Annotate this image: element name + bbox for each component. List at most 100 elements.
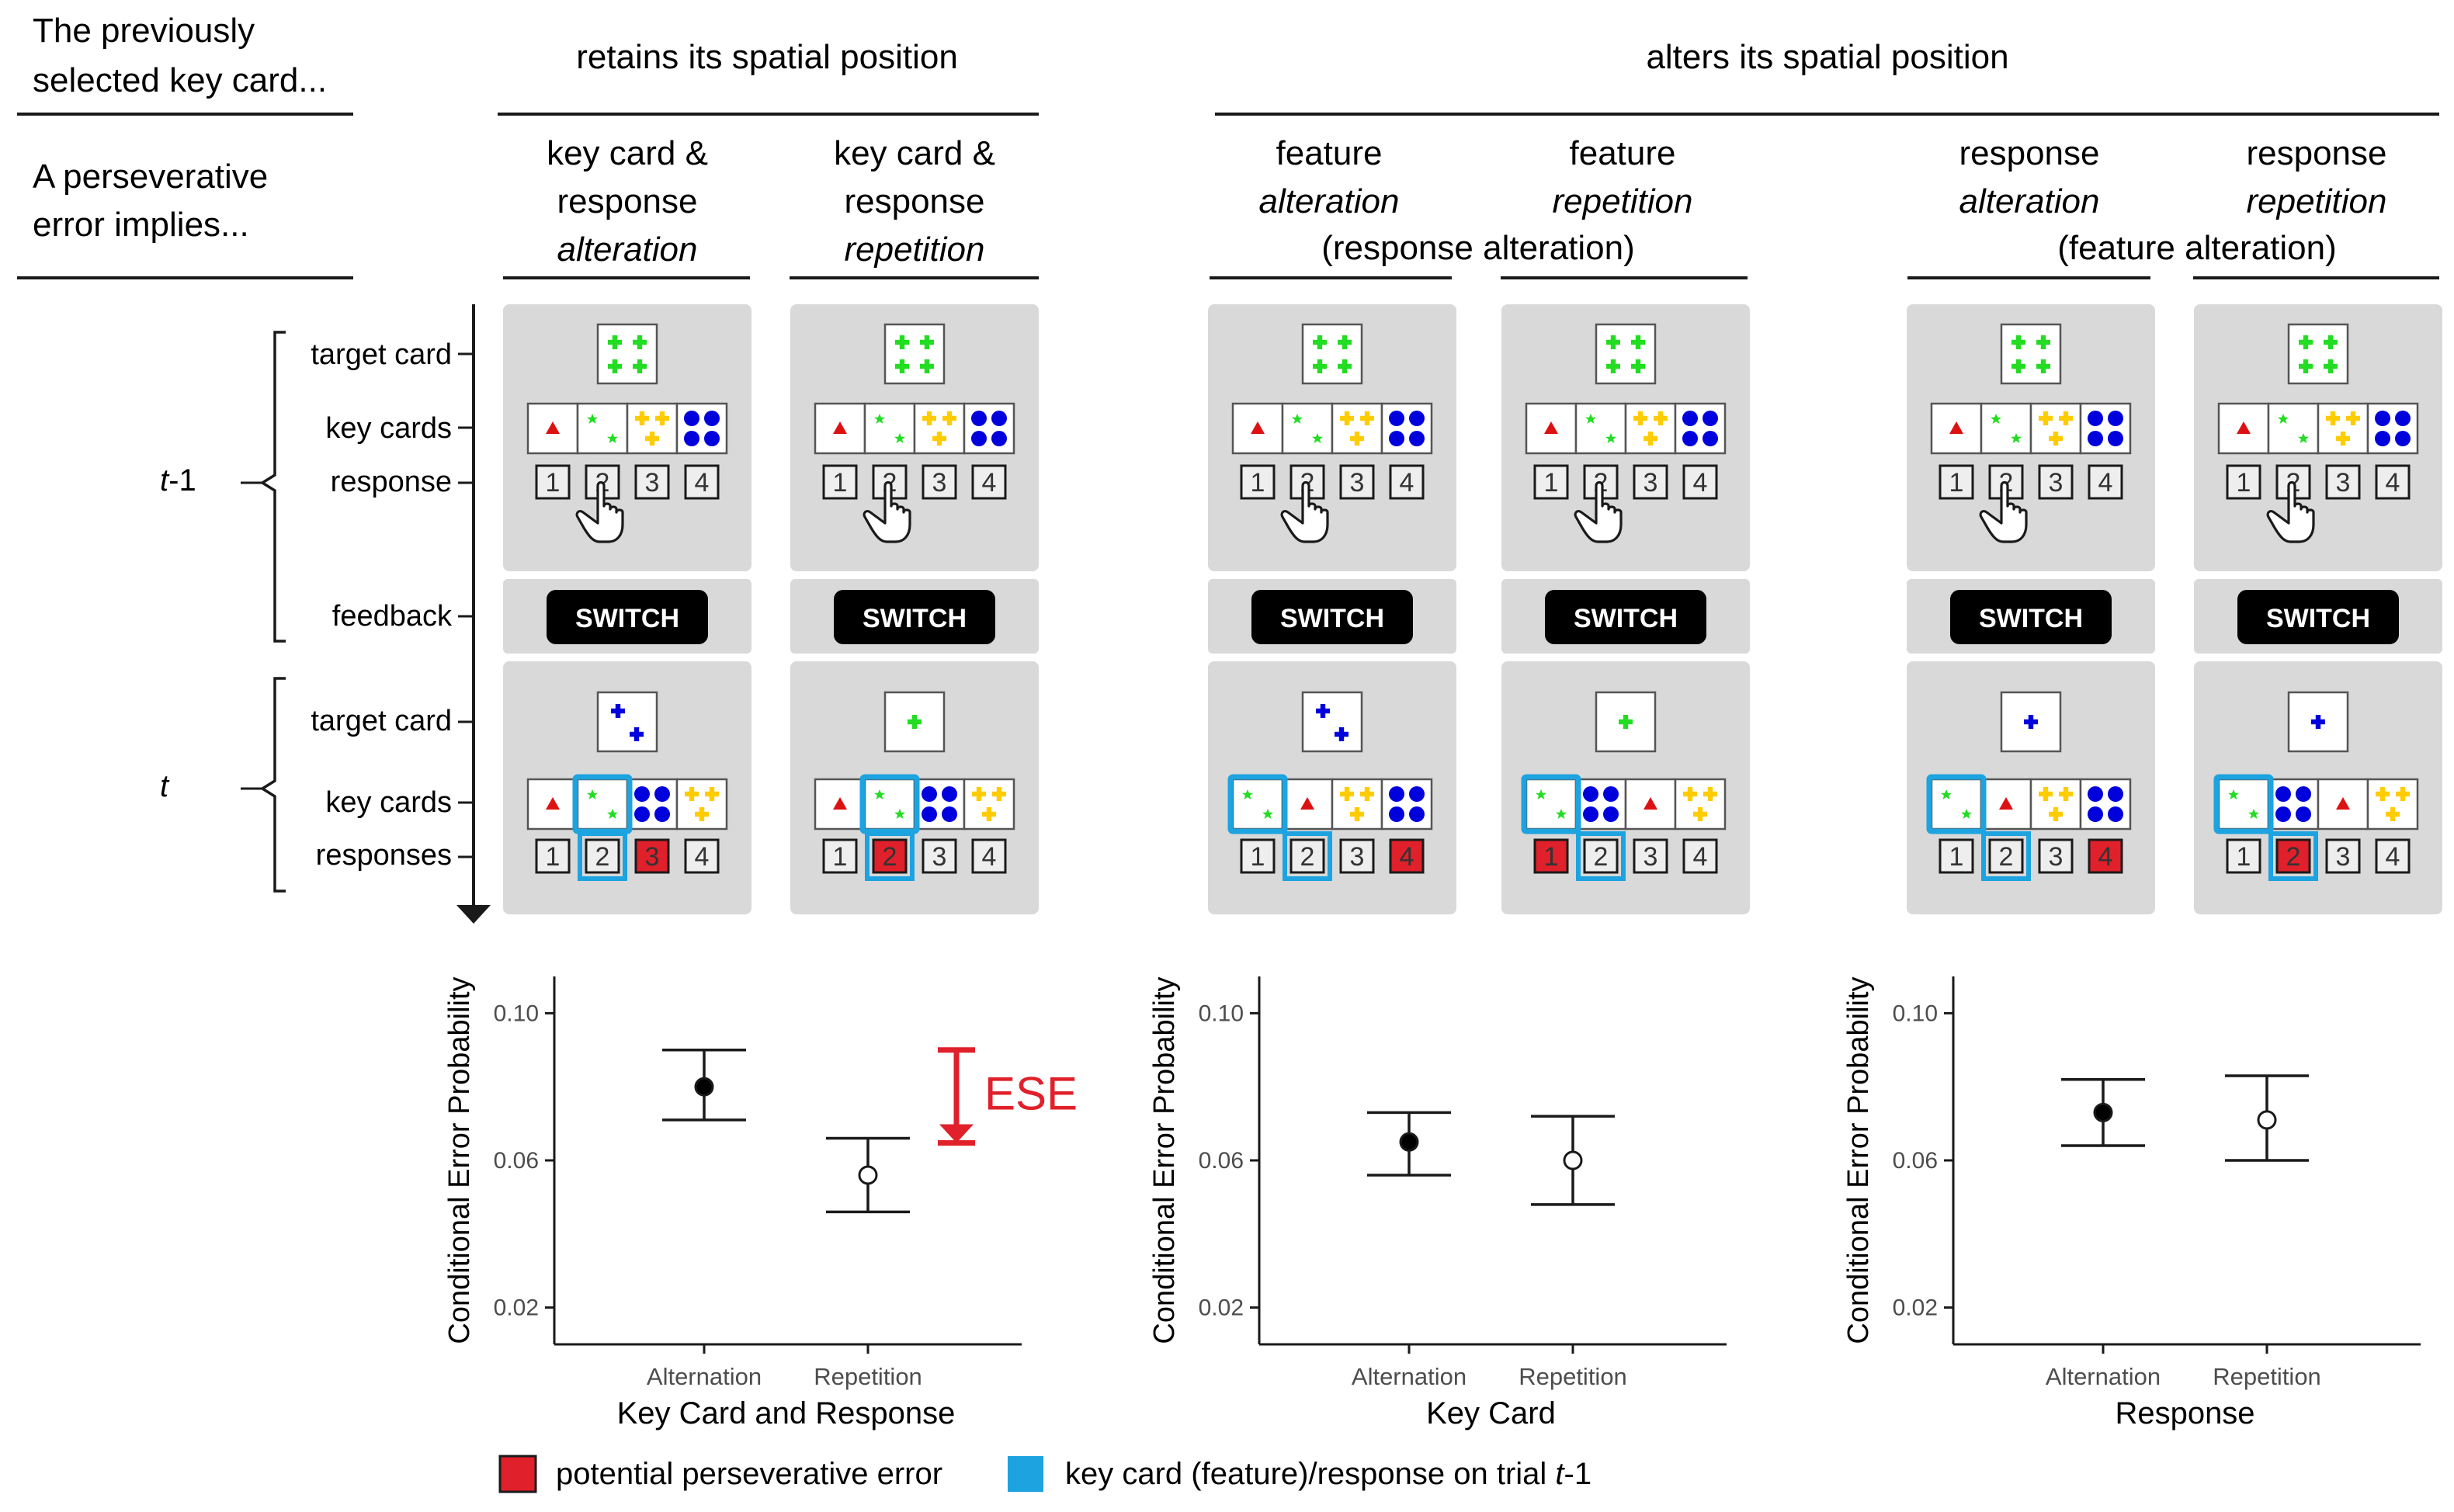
dot-icon bbox=[2108, 411, 2123, 426]
dot-icon bbox=[1409, 806, 1425, 822]
charts: 0.10 0.06 0.02 Conditional Error Probabilit… bbox=[443, 976, 2421, 1431]
condition-headers: key card & response alteration key card & re… bbox=[503, 134, 2439, 279]
dot-icon bbox=[654, 786, 670, 802]
x-axis-title: Key Card bbox=[1426, 1396, 1556, 1431]
card bbox=[1231, 778, 1284, 831]
x-tick-label: Repetition bbox=[1519, 1363, 1627, 1390]
chart: 0.10 0.06 0.02 Conditional Error Probabilit… bbox=[1148, 976, 1727, 1431]
card bbox=[1301, 691, 1363, 753]
condition-line: feature bbox=[1276, 134, 1383, 172]
data-point bbox=[858, 1165, 878, 1185]
response-box bbox=[535, 838, 571, 874]
previous-keycard-highlight bbox=[1926, 774, 1987, 834]
response-number: 2 bbox=[1999, 842, 2014, 872]
brace-t bbox=[259, 677, 286, 893]
response-number: 2 bbox=[1594, 842, 1609, 872]
card bbox=[576, 778, 629, 831]
switch-badge bbox=[1950, 590, 2112, 644]
condition-line-italic: repetition bbox=[844, 231, 984, 269]
data-point bbox=[694, 1077, 714, 1097]
dot-icon bbox=[634, 786, 650, 802]
response-box bbox=[1240, 464, 1276, 500]
response-number: 2 bbox=[883, 842, 897, 872]
dot-icon bbox=[654, 806, 670, 822]
condition-line: feature bbox=[1570, 134, 1676, 172]
y-tick-label: 0.10 bbox=[494, 1000, 539, 1026]
label-responses: responses bbox=[316, 839, 452, 872]
y-tick-label: 0.02 bbox=[1199, 1295, 1244, 1321]
response-box bbox=[2226, 464, 2261, 500]
card bbox=[1595, 323, 1657, 385]
card bbox=[1380, 402, 1433, 455]
card bbox=[963, 402, 1015, 455]
response-number: 4 bbox=[1693, 842, 1708, 872]
data-point bbox=[1399, 1132, 1419, 1152]
label-target-card: target card bbox=[311, 705, 452, 737]
condition-header: key card & response repetition bbox=[790, 134, 1039, 279]
previous-response-highlight bbox=[578, 831, 627, 881]
dot-icon bbox=[922, 806, 937, 822]
response-number: 2 bbox=[1300, 842, 1315, 872]
dot-icon bbox=[1409, 411, 1425, 426]
card bbox=[1674, 778, 1727, 831]
response-box bbox=[1988, 838, 2024, 874]
card bbox=[675, 778, 728, 831]
card bbox=[863, 402, 916, 455]
response-number: 3 bbox=[1644, 468, 1658, 498]
dot-icon bbox=[2088, 411, 2103, 426]
error-response-box bbox=[1533, 838, 1569, 874]
response-box bbox=[2088, 464, 2123, 500]
card bbox=[2079, 778, 2132, 831]
header-previously-line1: The previously bbox=[33, 12, 255, 50]
switch-label: SWITCH bbox=[1979, 604, 2083, 633]
condition-line: key card & bbox=[834, 134, 995, 172]
switch-badge bbox=[2237, 590, 2399, 644]
response-number: 1 bbox=[833, 842, 848, 872]
card bbox=[576, 402, 629, 455]
response-number: 4 bbox=[982, 468, 997, 498]
response-box bbox=[684, 838, 720, 874]
response-box bbox=[971, 464, 1007, 500]
dot-icon bbox=[1703, 431, 1718, 446]
dot-icon bbox=[2088, 806, 2103, 822]
card bbox=[1574, 778, 1627, 831]
header-previously-line2: selected key card... bbox=[33, 61, 327, 99]
response-number: 4 bbox=[1693, 468, 1708, 498]
card bbox=[913, 402, 966, 455]
time-arrow-head bbox=[456, 905, 491, 924]
response-box bbox=[1389, 464, 1425, 500]
card bbox=[2366, 778, 2419, 831]
response-box bbox=[922, 464, 957, 500]
x-tick-label: Repetition bbox=[814, 1363, 922, 1390]
dot-icon bbox=[704, 431, 720, 446]
dot-icon bbox=[1389, 411, 1404, 426]
response-number: 3 bbox=[1350, 842, 1365, 872]
card bbox=[1930, 778, 1983, 831]
switch-label: SWITCH bbox=[575, 604, 679, 633]
legend-keycard-label: key card (feature)/response on trial t-1 bbox=[1065, 1457, 1591, 1491]
data-point bbox=[1563, 1150, 1583, 1170]
card bbox=[913, 778, 966, 831]
card bbox=[2029, 778, 2082, 831]
y-axis-label: Conditional Error Probability bbox=[443, 976, 476, 1344]
label-feedback: feedback bbox=[332, 600, 453, 633]
dot-icon bbox=[1389, 786, 1404, 802]
switch-label: SWITCH bbox=[863, 604, 967, 633]
condition-line: key card & bbox=[547, 134, 708, 172]
error-response-box bbox=[1389, 838, 1425, 874]
response-box bbox=[2038, 464, 2074, 500]
card bbox=[2217, 778, 2270, 831]
dot-icon bbox=[1583, 786, 1598, 802]
response-box bbox=[1339, 838, 1375, 874]
response-box bbox=[2375, 464, 2411, 500]
trial-panel: 1234SWITCH1234 bbox=[503, 304, 751, 914]
error-response-box bbox=[2088, 838, 2123, 874]
dot-icon bbox=[1389, 806, 1404, 822]
response-box bbox=[1682, 838, 1718, 874]
response-number: 4 bbox=[1400, 842, 1414, 872]
card bbox=[626, 778, 679, 831]
response-number: 4 bbox=[2386, 468, 2400, 498]
dot-icon bbox=[2108, 806, 2123, 822]
card bbox=[1624, 402, 1677, 455]
dot-icon bbox=[1583, 806, 1598, 822]
